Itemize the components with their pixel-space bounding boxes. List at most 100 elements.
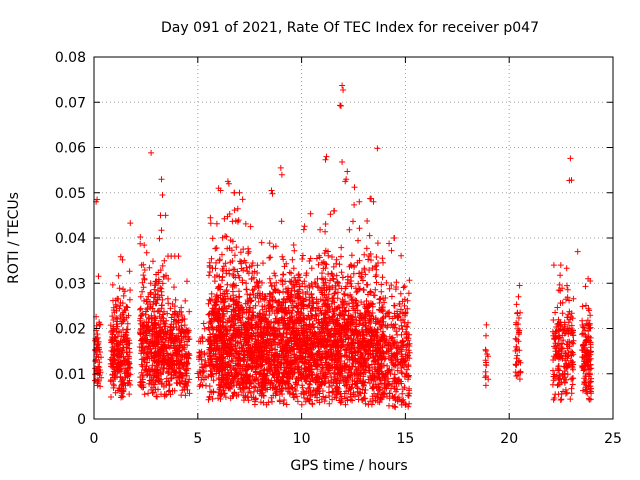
data-point [220,387,227,394]
data-point [125,312,132,319]
data-point [558,396,565,403]
data-point [117,338,124,345]
data-point [161,320,168,327]
data-point [208,255,215,262]
data-point [564,371,571,378]
data-point [110,317,117,323]
data-point [111,349,118,356]
data-point [137,240,144,247]
data-point [322,221,329,227]
data-point [110,325,117,332]
data-point [379,255,386,262]
data-point [338,244,345,251]
data-point [170,367,177,374]
data-point [268,283,275,290]
data-point [199,382,206,389]
data-point [286,269,293,276]
data-point [157,212,164,219]
data-point [180,344,187,351]
data-point [157,267,164,274]
data-point [183,355,190,361]
data-point [185,350,192,357]
data-point [138,313,144,319]
data-point [299,252,306,259]
data-point [364,218,371,224]
data-point [579,303,586,310]
data-point [164,310,171,317]
data-point [148,340,155,347]
data-point [181,341,188,348]
data-point [346,226,353,233]
data-point [159,336,166,343]
data-point [175,253,182,260]
data-point [144,371,151,378]
data-point [201,351,208,358]
data-point [175,317,182,324]
data-point [223,287,230,293]
data-point [355,396,362,403]
data-point [151,325,158,332]
data-point [116,285,123,292]
data-point [137,293,144,300]
data-point [356,225,363,232]
data-point [151,308,158,315]
data-point [154,296,161,303]
data-point [229,358,236,365]
data-point [119,256,126,263]
data-point [239,196,246,203]
data-point [235,294,242,301]
data-point [239,279,246,286]
data-point [307,210,314,217]
data-point [126,268,133,275]
data-point [120,317,127,324]
data-point [209,235,216,242]
data-point [280,271,287,278]
data-point [164,328,171,335]
data-point [153,370,160,377]
data-point [117,312,124,319]
data-point [155,307,162,314]
data-point [161,393,168,400]
data-point [338,253,344,260]
data-point [147,289,154,296]
data-point [167,338,174,344]
data-point [550,262,557,269]
data-point [119,375,126,382]
data-point [266,240,273,247]
data-point [235,272,242,279]
data-point [338,269,345,276]
data-point [117,253,124,260]
data-point [141,323,148,330]
data-point [298,401,305,408]
data-point [159,311,166,318]
data-point [219,274,226,281]
data-point [236,288,242,295]
data-point [209,371,216,377]
data-point [159,280,166,287]
data-point [406,277,413,284]
data-point [582,283,589,290]
data-point [177,330,184,337]
data-point [372,263,379,270]
data-point [155,378,162,385]
data-point [173,351,180,357]
data-point [121,307,128,314]
data-point [120,387,127,394]
data-point [350,270,357,277]
data-point [278,218,285,225]
data-point [122,365,129,372]
data-point [146,346,153,353]
data-point [579,331,585,338]
data-point [151,282,158,289]
data-point [177,370,184,377]
data-point [207,297,214,304]
data-point [108,329,114,335]
data-point [258,239,265,246]
data-point [150,389,157,396]
data-point [182,297,189,304]
data-point [308,265,315,272]
data-point [109,335,116,342]
data-point [139,374,146,380]
data-point [301,223,308,230]
data-point [117,299,124,306]
